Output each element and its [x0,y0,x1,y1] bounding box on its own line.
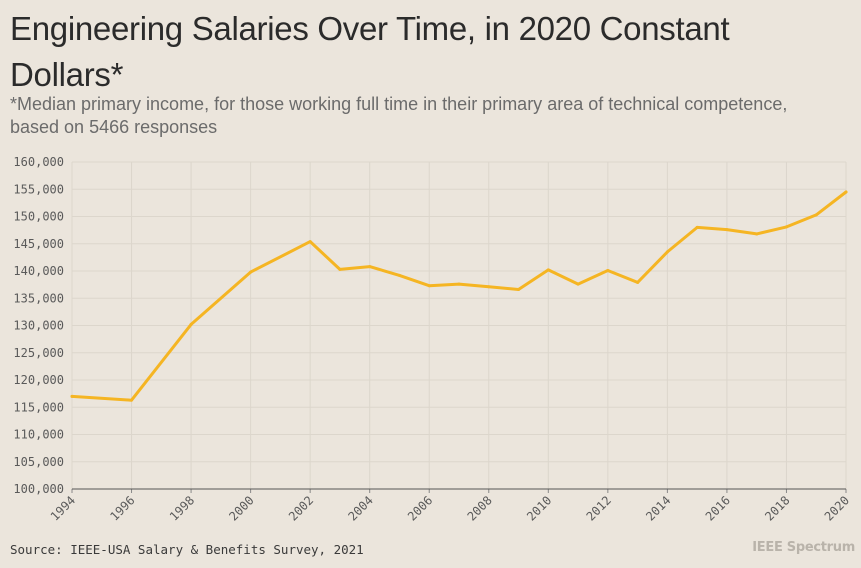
y-tick-label: 100,000 [13,482,64,496]
data-point [695,225,699,229]
x-tick-label: 2012 [584,493,614,523]
data-point [308,240,312,244]
y-tick-label: 140,000 [13,264,64,278]
data-point [636,280,640,284]
data-point [546,268,550,272]
data-point [249,270,253,274]
source-note: Source: IEEE-USA Salary & Benefits Surve… [10,542,364,557]
data-point [397,273,401,277]
data-point [784,225,788,229]
data-point [457,282,461,286]
x-tick-label: 1998 [167,493,197,523]
x-tick-label: 2006 [405,493,435,523]
chart-title: Engineering Salaries Over Time, in 2020 … [10,10,730,93]
y-tick-label: 110,000 [13,428,64,442]
y-tick-label: 150,000 [13,210,64,224]
data-point [517,288,521,292]
y-tick-label: 120,000 [13,373,64,387]
data-point [189,322,193,326]
data-point [844,190,848,194]
x-tick-label: 2018 [762,493,792,523]
data-point [487,285,491,289]
y-tick-label: 145,000 [13,237,64,251]
x-tick-label: 2014 [643,493,673,523]
brand-logo: IEEE Spectrum [752,540,855,555]
x-tick-label: 2020 [822,493,852,523]
data-point [725,228,729,232]
x-tick-label: 2008 [465,493,495,523]
x-tick-label: 2004 [345,493,375,523]
x-tick-label: 2010 [524,493,554,523]
data-point [368,265,372,269]
y-tick-label: 130,000 [13,319,64,333]
data-point [70,394,74,398]
data-point [427,284,431,288]
x-tick-label: 2000 [226,493,256,523]
data-point [576,282,580,286]
data-point [665,250,669,254]
y-tick-label: 105,000 [13,455,64,469]
x-tick-label: 1996 [107,493,137,523]
data-point [755,232,759,236]
x-tick-label: 1994 [48,493,78,523]
y-tick-label: 135,000 [13,291,64,305]
x-tick-label: 2002 [286,493,316,523]
series-line [70,190,848,402]
y-tick-label: 155,000 [13,182,64,196]
y-tick-label: 125,000 [13,346,64,360]
x-tick-label: 2016 [703,493,733,523]
data-point [814,213,818,217]
data-point [130,398,134,402]
y-tick-label: 115,000 [13,400,64,414]
chart-subtitle: *Median primary income, for those workin… [10,94,788,137]
data-point [606,268,610,272]
y-tick-label: 160,000 [13,155,64,169]
data-point [338,267,342,271]
